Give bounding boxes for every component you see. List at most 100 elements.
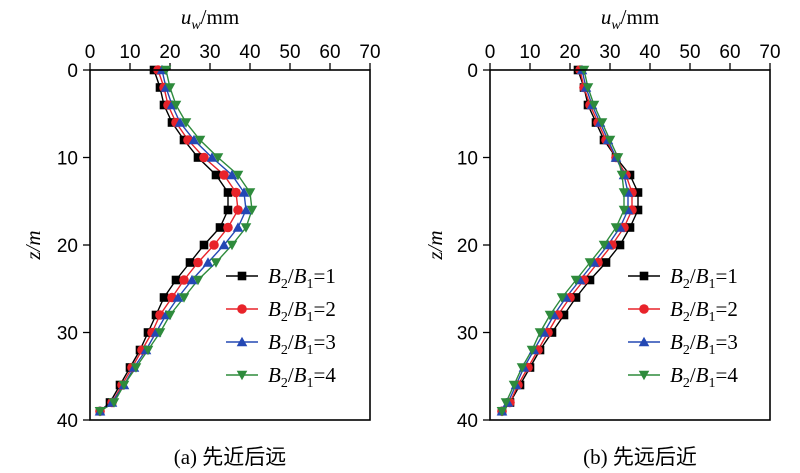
y-tick-label: 0	[467, 61, 478, 82]
data-point	[508, 380, 520, 391]
data-point	[618, 188, 630, 198]
series-group	[94, 64, 258, 417]
x-tick-label: 70	[359, 42, 380, 63]
legend-entry-2: B2/B1=2	[628, 297, 738, 325]
legend-entry-3: B2/B1=3	[226, 330, 336, 358]
legend-entry-4: B2/B1=4	[226, 363, 336, 391]
legend-label: B2/B1=1	[268, 264, 336, 292]
data-point	[193, 153, 203, 162]
data-point	[582, 83, 594, 93]
data-point	[199, 152, 209, 163]
data-point	[633, 205, 643, 215]
data-point	[164, 83, 176, 93]
data-point	[226, 240, 238, 251]
x-tick-label: 70	[759, 42, 780, 63]
data-point	[618, 205, 630, 216]
data-point	[231, 187, 241, 198]
data-point	[244, 188, 256, 198]
data-point	[500, 398, 512, 408]
legend: B2/B1=1 B2/B1=2 B2/B1=3 B2/B1=4	[226, 264, 336, 391]
y-axis-title: z/m	[21, 230, 45, 260]
data-point	[633, 188, 643, 197]
data-point	[210, 258, 222, 268]
axis-ticks: 0 10 20 30 40 50 60 70 0 10 20 30 40	[57, 42, 381, 432]
data-point	[194, 135, 206, 146]
legend-marker	[638, 336, 650, 347]
legend-marker	[237, 271, 247, 281]
data-point	[212, 153, 224, 163]
panel-a: uw/mm z/m 0 10 20 30 40 50 60 70 0 10 20 30 40 B2/B1…	[21, 5, 381, 469]
data-point	[188, 134, 200, 145]
data-point	[218, 239, 230, 250]
plot-frame	[489, 69, 771, 421]
x-tick-label: 30	[599, 42, 620, 63]
data-point	[185, 258, 195, 267]
data-point	[211, 170, 221, 180]
data-point	[571, 293, 581, 302]
data-point	[516, 363, 528, 373]
legend-entry-3: B2/B1=3	[628, 330, 738, 358]
y-tick-label: 30	[457, 324, 478, 345]
data-point	[206, 152, 218, 162]
data-point	[596, 118, 608, 128]
y-tick-label: 10	[57, 149, 78, 170]
x-tick-label: 10	[119, 42, 140, 63]
legend-label: B2/B1=4	[268, 363, 336, 391]
data-point	[534, 328, 546, 338]
data-point	[154, 328, 166, 338]
y-tick-label: 40	[457, 411, 478, 432]
data-point	[179, 275, 189, 285]
legend-label: B2/B1=4	[670, 363, 738, 391]
x-tick-label: 60	[319, 42, 340, 63]
data-point	[219, 170, 229, 180]
legend-label: B2/B1=1	[670, 264, 738, 292]
data-point	[186, 274, 198, 285]
legend-entry-1: B2/B1=1	[628, 264, 738, 292]
y-tick-label: 20	[457, 236, 478, 257]
data-point	[170, 100, 182, 111]
legend-label: B2/B1=3	[268, 330, 336, 358]
data-point	[226, 169, 238, 180]
data-point	[108, 398, 120, 408]
y-tick-label: 40	[57, 411, 78, 432]
panel-b: uw/mm z/m 0 10 20 30 40 50 60 70 0 10 20 30 40 B2/B1…	[423, 5, 781, 469]
data-point	[142, 345, 154, 356]
data-point	[570, 275, 582, 286]
data-point	[180, 118, 192, 128]
data-point	[159, 293, 169, 302]
data-point	[556, 293, 568, 303]
data-point	[616, 170, 628, 181]
legend-entry-1: B2/B1=1	[226, 264, 336, 292]
plot-frame	[89, 69, 371, 421]
legend-entry-4: B2/B1=4	[628, 363, 738, 391]
x-axis-title: uw/mm	[601, 5, 659, 33]
panel-caption: (b) 先远后近	[583, 445, 697, 469]
y-tick-label: 0	[67, 61, 78, 82]
legend-label: B2/B1=3	[670, 330, 738, 358]
legend: B2/B1=1 B2/B1=2 B2/B1=3 B2/B1=4	[628, 264, 738, 391]
data-point	[246, 205, 258, 216]
y-axis-title: z/m	[423, 230, 447, 260]
data-point	[598, 240, 610, 251]
legend-marker	[639, 271, 649, 281]
panel-caption: (a) 先近后远	[174, 445, 287, 469]
data-point	[171, 275, 181, 285]
legend-label: B2/B1=2	[268, 297, 336, 325]
x-tick-label: 50	[679, 42, 700, 63]
legend-marker	[236, 370, 248, 381]
legend-entry-2: B2/B1=2	[226, 297, 336, 325]
y-tick-label: 30	[57, 324, 78, 345]
data-point	[615, 240, 625, 250]
axis-ticks: 0 10 20 30 40 50 60 70 0 10 20 30 40	[457, 42, 781, 432]
x-tick-label: 0	[485, 42, 496, 63]
data-point	[584, 258, 596, 268]
legend-marker	[237, 304, 247, 314]
data-point	[215, 223, 225, 232]
legend-marker	[236, 336, 248, 347]
data-point	[223, 222, 233, 233]
data-point	[130, 363, 142, 373]
x-tick-label: 40	[239, 42, 260, 63]
legend-marker	[638, 370, 650, 381]
legend-marker	[639, 304, 649, 314]
